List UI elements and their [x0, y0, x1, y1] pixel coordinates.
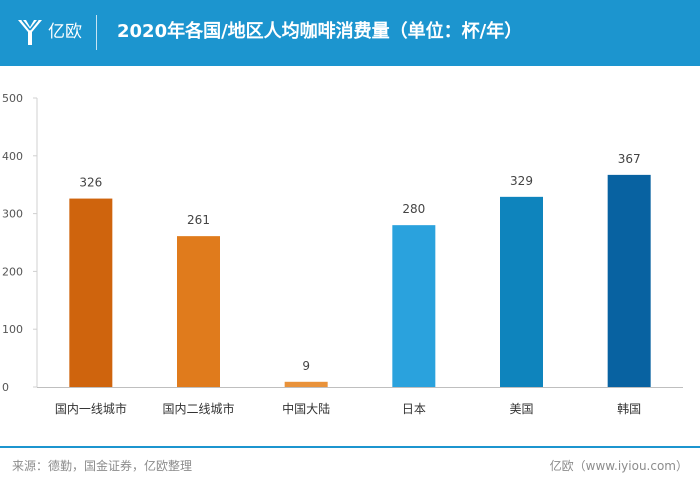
data-label: 329 [510, 174, 533, 188]
source-note: 来源：德勤，国金证券，亿欧整理 [12, 459, 193, 473]
x-tick-label: 国内二线城市 [162, 401, 234, 416]
y-tick-label: 0 [2, 381, 9, 394]
data-label: 367 [618, 152, 641, 166]
chart-title: 2020年各国/地区人均咖啡消费量（单位：杯/年） [117, 21, 523, 42]
data-label: 261 [187, 213, 210, 227]
data-label: 9 [302, 359, 310, 373]
brand-credit: 亿欧（www.iyiou.com） [549, 459, 688, 473]
bar [500, 196, 543, 387]
bar [392, 225, 436, 387]
y-tick-label: 200 [2, 265, 23, 278]
header-banner: 亿欧 2020年各国/地区人均咖啡消费量（单位：杯/年） [0, 0, 700, 66]
data-label: 280 [402, 202, 425, 216]
bar [177, 236, 220, 387]
footer-divider [0, 446, 700, 448]
x-tick-label: 日本 [402, 402, 426, 416]
bar [284, 381, 328, 387]
y-tick-label: 300 [2, 208, 23, 221]
x-tick-label: 美国 [509, 402, 533, 416]
yiou-logo-icon [18, 19, 42, 45]
y-tick-label: 500 [2, 92, 23, 105]
y-tick-label: 400 [2, 150, 23, 163]
logo-text: 亿欧 [48, 22, 82, 42]
bar [69, 198, 113, 387]
bar [607, 174, 651, 387]
x-tick-label: 韩国 [617, 401, 641, 416]
x-tick-label: 中国大陆 [282, 401, 330, 416]
y-tick-label: 100 [2, 323, 23, 336]
bar-chart: 0 100 200 300 400 500 326 国内一线城市 261 国内二线城市 9 中国大陆 2… [2, 92, 683, 416]
x-tick-label: 国内一线城市 [55, 401, 127, 416]
header-divider [96, 15, 97, 50]
data-label: 326 [79, 176, 102, 190]
